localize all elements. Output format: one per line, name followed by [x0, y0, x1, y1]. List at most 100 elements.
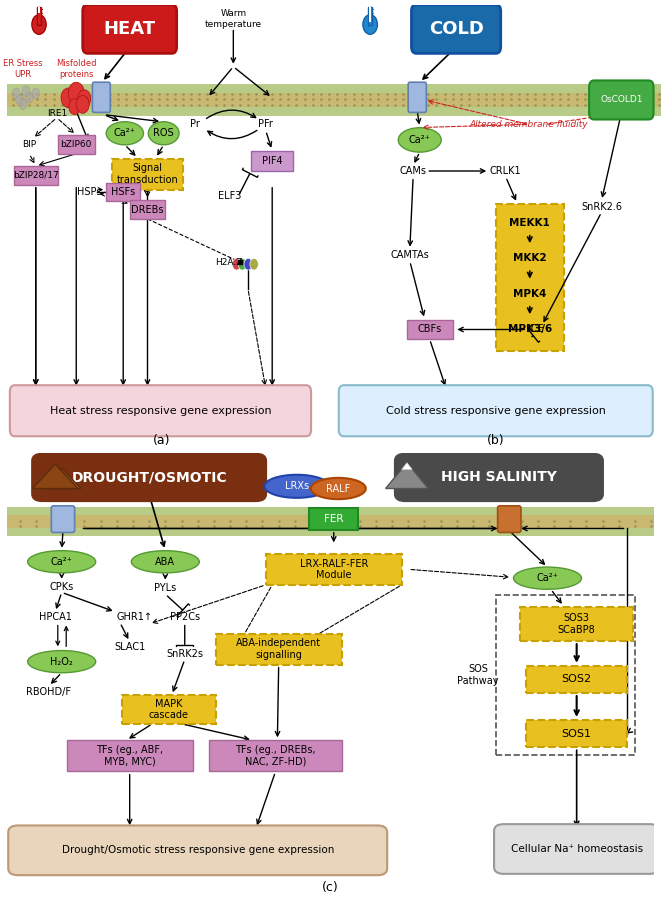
Text: PFr: PFr: [258, 120, 273, 130]
FancyBboxPatch shape: [10, 385, 311, 437]
Bar: [520, 607, 633, 641]
Bar: [14, 166, 58, 185]
Text: Drought/Osmotic stress responsive gene expression: Drought/Osmotic stress responsive gene e…: [61, 845, 334, 855]
Text: Signal
transduction: Signal transduction: [116, 163, 178, 185]
Bar: [215, 633, 342, 665]
Bar: [309, 507, 358, 530]
Bar: [7, 516, 654, 528]
Text: ELF3: ELF3: [218, 191, 242, 201]
Ellipse shape: [311, 477, 366, 499]
Text: H₂O₂: H₂O₂: [50, 657, 73, 667]
Ellipse shape: [514, 567, 582, 589]
Text: (b): (b): [487, 434, 504, 447]
Bar: [58, 135, 95, 154]
Text: TFs (eg., DREBs,
NAC, ZF-HD): TFs (eg., DREBs, NAC, ZF-HD): [235, 745, 316, 766]
Bar: [7, 84, 330, 93]
Text: Misfolded
proteins: Misfolded proteins: [56, 59, 97, 79]
Text: H2A.Z: H2A.Z: [215, 257, 243, 266]
Circle shape: [61, 88, 75, 108]
Text: Ca²⁺: Ca²⁺: [51, 557, 73, 567]
Text: CPKs: CPKs: [50, 582, 74, 592]
Bar: [7, 528, 654, 536]
Text: CRLK1: CRLK1: [490, 166, 522, 176]
FancyBboxPatch shape: [498, 506, 521, 533]
Bar: [106, 182, 140, 201]
FancyBboxPatch shape: [93, 82, 110, 112]
Ellipse shape: [28, 551, 96, 573]
Text: Ca²⁺: Ca²⁺: [537, 573, 559, 583]
Text: OsCOLD1: OsCOLD1: [600, 95, 642, 104]
Text: PYLs: PYLs: [154, 583, 176, 593]
Text: BIP: BIP: [22, 140, 36, 149]
FancyBboxPatch shape: [52, 506, 75, 533]
Text: PIF4: PIF4: [262, 156, 282, 166]
Circle shape: [13, 88, 20, 99]
Text: MAPK
cascade: MAPK cascade: [149, 699, 188, 720]
Polygon shape: [402, 463, 412, 469]
Text: SOS1: SOS1: [562, 728, 592, 738]
Bar: [266, 554, 402, 585]
Bar: [7, 507, 654, 516]
Bar: [368, 6, 373, 24]
Text: Altered membrane fluidity: Altered membrane fluidity: [469, 120, 588, 129]
Text: SOS3
SCaBP8: SOS3 SCaBP8: [558, 613, 596, 635]
Circle shape: [22, 86, 30, 96]
Text: CAMTAs: CAMTAs: [391, 250, 429, 260]
Polygon shape: [42, 468, 81, 488]
Text: CAMs: CAMs: [400, 166, 426, 176]
FancyBboxPatch shape: [32, 454, 266, 501]
Text: Heat stress responsive gene expression: Heat stress responsive gene expression: [50, 406, 271, 416]
Text: Cold stress responsive gene expression: Cold stress responsive gene expression: [386, 406, 605, 416]
Bar: [122, 695, 215, 724]
Text: MPK3/6: MPK3/6: [508, 324, 552, 334]
FancyBboxPatch shape: [408, 82, 426, 112]
Text: TFs (eg., ABF,
MYB, MYC): TFs (eg., ABF, MYB, MYC): [96, 745, 163, 766]
Text: IRE1: IRE1: [47, 109, 67, 118]
Polygon shape: [395, 468, 428, 488]
Text: MKK2: MKK2: [513, 254, 547, 264]
Text: Warm
temperature: Warm temperature: [205, 9, 262, 29]
Bar: [112, 159, 183, 189]
Text: Pr: Pr: [190, 120, 200, 130]
Circle shape: [238, 258, 247, 270]
Circle shape: [16, 94, 23, 105]
Bar: [130, 200, 165, 219]
Text: Ca²⁺: Ca²⁺: [114, 129, 136, 139]
Bar: [369, 6, 371, 23]
Circle shape: [32, 14, 46, 34]
Bar: [251, 150, 293, 171]
Text: SOS2: SOS2: [562, 674, 592, 684]
Text: FER: FER: [324, 514, 344, 524]
Text: RBOHD/F: RBOHD/F: [26, 687, 71, 697]
Polygon shape: [385, 463, 428, 488]
FancyBboxPatch shape: [8, 825, 387, 875]
Text: HEAT: HEAT: [104, 20, 156, 38]
Bar: [7, 107, 330, 115]
Ellipse shape: [28, 651, 96, 673]
Text: ICE: ICE: [527, 324, 543, 334]
Circle shape: [363, 14, 377, 34]
Text: (c): (c): [322, 881, 339, 893]
Circle shape: [244, 258, 253, 270]
Text: HPCA1: HPCA1: [39, 612, 71, 622]
Bar: [526, 666, 627, 693]
Ellipse shape: [264, 475, 329, 497]
Bar: [209, 740, 342, 771]
Ellipse shape: [132, 551, 200, 573]
FancyBboxPatch shape: [411, 5, 501, 53]
Text: RALF: RALF: [326, 484, 350, 494]
Text: SnRK2s: SnRK2s: [167, 649, 203, 659]
Polygon shape: [32, 464, 78, 488]
Text: ER Stress
UPR: ER Stress UPR: [3, 59, 42, 79]
Bar: [330, 107, 661, 115]
Circle shape: [233, 258, 241, 270]
Text: SnRK2.6: SnRK2.6: [581, 201, 622, 211]
Text: DREBs: DREBs: [132, 205, 164, 215]
Text: CBFs: CBFs: [418, 324, 442, 334]
FancyBboxPatch shape: [395, 454, 603, 501]
Ellipse shape: [398, 128, 442, 152]
Text: SOS
Pathway: SOS Pathway: [457, 664, 499, 686]
Bar: [37, 6, 41, 24]
Bar: [496, 204, 563, 351]
Text: HIGH SALINITY: HIGH SALINITY: [441, 470, 557, 485]
